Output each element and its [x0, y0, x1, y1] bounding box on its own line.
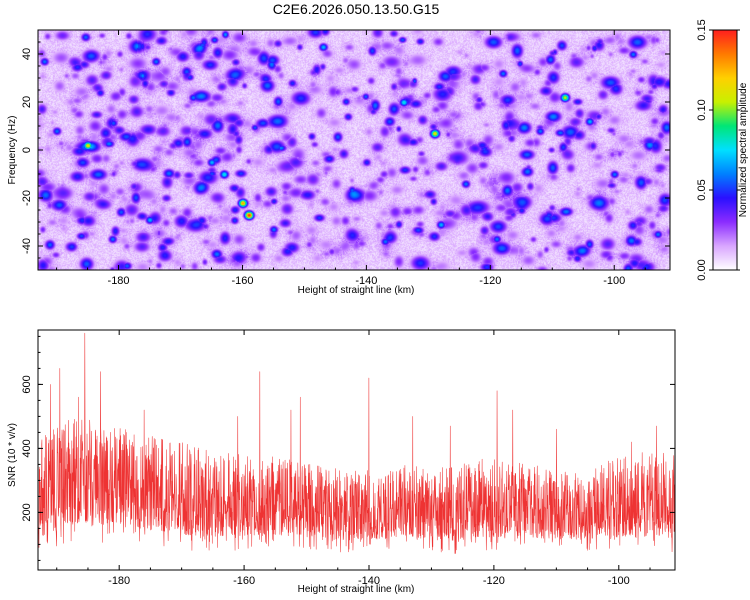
colorbar-label: Normalized spectral amplitude [738, 82, 749, 217]
colorbar-tick-label: 0.10 [696, 99, 708, 120]
heatmap-xtick-label: -180 [108, 275, 130, 287]
snr-ytick-label: 200 [21, 503, 33, 521]
snr-axes: -180 -160 -140 -120 -100 200 400 600 [21, 330, 675, 587]
colorbar-tick-label: 0.05 [696, 179, 708, 200]
heatmap-panel [37, 29, 671, 271]
chart-title: C2E6.2026.050.13.50.G15 [273, 1, 440, 17]
heatmap-ytick-label: 40 [21, 48, 33, 60]
snr-series-line [37, 332, 676, 554]
colorbar-tick-label: 0.00 [696, 259, 708, 280]
heatmap-ytick-label: 20 [21, 96, 33, 108]
snr-xtick-label: -120 [483, 575, 505, 587]
snr-ytick-label: 600 [21, 375, 33, 393]
snr-xtick-label: -160 [233, 575, 255, 587]
heatmap-xlabel: Height of straight line (km) [298, 285, 415, 296]
snr-ytick-label: 400 [21, 439, 33, 457]
snr-xlabel: Height of straight line (km) [298, 584, 415, 595]
heatmap-xtick-label: -100 [603, 275, 625, 287]
colorbar-gradient [713, 30, 737, 270]
snr-xtick-label: -100 [608, 575, 630, 587]
snr-xtick-label: -180 [108, 575, 130, 587]
heatmap-ytick-label: -40 [21, 238, 33, 254]
colorbar-ticks: 0.00 0.05 0.10 0.15 [696, 19, 740, 281]
snr-ylabel: SNR (10 * v/v) [7, 423, 18, 487]
heatmap-ylabel: Frequency (Hz) [7, 116, 18, 185]
snr-xtick-label: -140 [358, 575, 380, 587]
heatmap-ytick-label: 0 [21, 147, 33, 153]
snr-panel [37, 329, 676, 571]
heatmap-image [38, 30, 670, 270]
colorbar-frame [712, 29, 738, 271]
heatmap-axes: -180 -160 -140 -120 -100 -40 -20 0 20 40 [21, 29, 670, 287]
colorbar [712, 29, 738, 271]
heatmap-ytick-label: -20 [21, 190, 33, 206]
colorbar-tick-label: 0.15 [696, 19, 708, 40]
heatmap-xtick-label: -160 [231, 275, 253, 287]
heatmap-xtick-label: -120 [479, 275, 501, 287]
snr-frame [37, 329, 676, 571]
heatmap-xtick-label: -140 [355, 275, 377, 287]
